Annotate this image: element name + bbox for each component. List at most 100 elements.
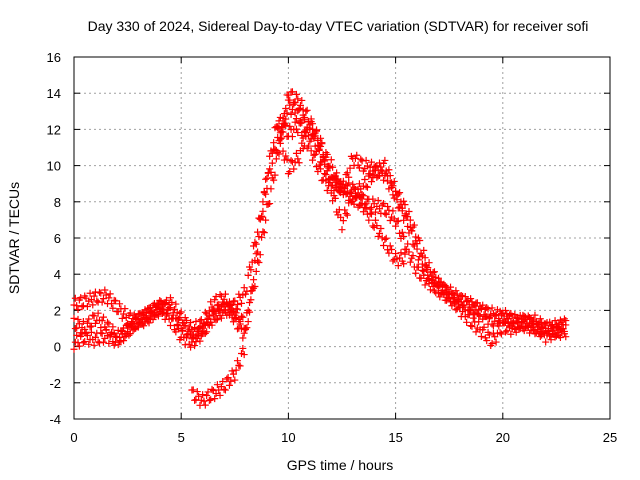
- data-point: [467, 322, 475, 330]
- data-point: [547, 336, 555, 344]
- x-tick-label: 20: [496, 430, 510, 445]
- data-point: [271, 171, 279, 179]
- data-point: [551, 317, 559, 325]
- data-point: [252, 250, 260, 258]
- data-point: [488, 304, 496, 312]
- data-point: [90, 292, 98, 300]
- data-point: [524, 312, 532, 320]
- x-tick-label: 15: [388, 430, 402, 445]
- data-point: [282, 152, 290, 160]
- data-point: [160, 308, 168, 316]
- data-point: [440, 280, 448, 288]
- data-point: [255, 233, 263, 241]
- data-point: [291, 118, 299, 126]
- data-point: [475, 318, 483, 326]
- data-point: [463, 297, 471, 305]
- data-point: [488, 340, 496, 348]
- data-point: [339, 191, 347, 199]
- data-point: [208, 385, 216, 393]
- data-point: [503, 327, 511, 335]
- data-point: [162, 296, 170, 304]
- data-point: [290, 165, 298, 173]
- data-point: [310, 151, 318, 159]
- data-point: [207, 396, 215, 404]
- data-point: [406, 258, 414, 266]
- data-point: [99, 295, 107, 303]
- data-point: [219, 300, 227, 308]
- data-point: [211, 296, 219, 304]
- data-point: [475, 311, 483, 319]
- data-point: [286, 122, 294, 130]
- data-point: [81, 338, 89, 346]
- data-point: [386, 242, 394, 250]
- data-point: [398, 204, 406, 212]
- x-axis-label: GPS time / hours: [287, 457, 394, 473]
- data-point: [252, 267, 260, 275]
- data-point: [98, 317, 106, 325]
- data-point: [329, 163, 337, 171]
- data-point: [176, 310, 184, 318]
- data-point: [292, 115, 300, 123]
- data-point: [433, 282, 441, 290]
- data-point: [369, 195, 377, 203]
- data-point: [516, 323, 524, 331]
- data-point: [388, 245, 396, 253]
- data-point: [255, 258, 263, 266]
- data-point: [295, 159, 303, 167]
- data-point: [263, 174, 271, 182]
- data-point: [397, 249, 405, 257]
- data-point: [452, 306, 460, 314]
- data-point: [400, 197, 408, 205]
- data-point: [384, 202, 392, 210]
- data-point: [207, 298, 215, 306]
- data-point: [393, 218, 401, 226]
- data-point: [164, 305, 172, 313]
- data-point: [351, 154, 359, 162]
- data-point: [73, 331, 81, 339]
- data-point: [322, 171, 330, 179]
- data-point: [272, 155, 280, 163]
- data-point: [361, 175, 369, 183]
- data-point: [425, 259, 433, 267]
- data-point: [546, 332, 554, 340]
- data-point: [300, 142, 308, 150]
- data-point: [327, 173, 335, 181]
- data-point: [286, 168, 294, 176]
- data-point: [556, 334, 564, 342]
- data-point: [390, 177, 398, 185]
- data-point: [511, 324, 519, 332]
- data-point: [279, 128, 287, 136]
- data-point: [166, 321, 174, 329]
- data-point: [385, 166, 393, 174]
- data-point: [199, 324, 207, 332]
- data-point: [134, 323, 142, 331]
- data-point: [410, 221, 418, 229]
- data-point: [211, 395, 219, 403]
- y-tick-label: 16: [47, 50, 61, 65]
- data-point: [414, 263, 422, 271]
- data-point: [105, 339, 113, 347]
- data-point: [97, 289, 105, 297]
- data-point: [223, 375, 231, 383]
- data-point: [275, 117, 283, 125]
- data-point: [254, 248, 262, 256]
- data-point: [496, 329, 504, 337]
- data-point: [457, 291, 465, 299]
- data-point: [460, 303, 468, 311]
- data-point: [238, 299, 245, 307]
- data-point: [91, 333, 99, 341]
- data-point: [305, 131, 312, 139]
- data-point: [116, 300, 124, 308]
- data-point: [362, 200, 370, 208]
- data-point: [343, 211, 351, 219]
- data-point: [296, 119, 304, 127]
- data-point: [311, 150, 319, 158]
- data-point: [260, 189, 268, 197]
- data-point: [247, 266, 255, 274]
- data-point: [189, 386, 197, 394]
- data-point: [527, 326, 535, 334]
- data-point: [389, 207, 397, 215]
- data-point: [366, 209, 374, 217]
- data-point: [353, 151, 361, 159]
- data-point: [485, 314, 493, 322]
